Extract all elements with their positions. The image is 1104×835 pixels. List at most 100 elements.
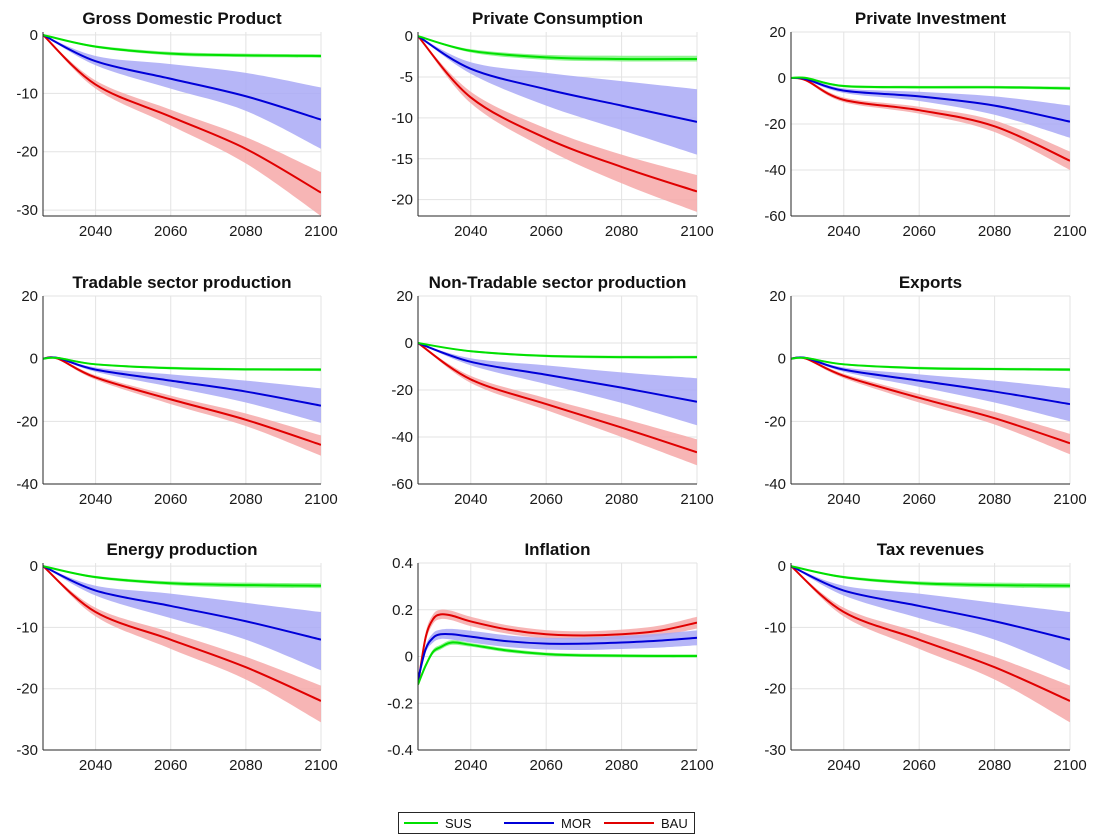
series-line-mor	[791, 565, 1070, 641]
x-tick-label: 2080	[978, 223, 1011, 240]
band-mor	[43, 566, 321, 671]
y-tick-label: -15	[391, 151, 413, 168]
y-tick-label: 0	[30, 27, 38, 44]
panel-exports: 2040 2060 2080 2100 20 0 -20 -40 Exports	[764, 273, 1086, 508]
series-line-sus	[43, 33, 321, 57]
x-tick-label: 2060	[154, 757, 187, 774]
x-tick-label: 2100	[304, 757, 337, 774]
x-tick-label: 2080	[605, 757, 638, 774]
series-line-bau	[418, 35, 697, 193]
y-tick-label: 0	[405, 28, 413, 45]
panel-private-consumption: 2040 2060 2080 2100 0 -5 -10 -15 -20 Private Cons…	[391, 9, 713, 240]
series-line-sus	[43, 356, 321, 371]
series-line-mor	[418, 35, 697, 123]
x-tick-label: 2100	[1053, 491, 1086, 508]
y-tick-label: 0	[778, 351, 786, 368]
y-tick-label: -5	[400, 69, 413, 86]
y-tick-label: -40	[16, 476, 38, 493]
series-line-bau	[791, 76, 1070, 162]
legend-label-sus: SUS	[445, 816, 472, 831]
y-tick-label: -20	[391, 382, 413, 399]
y-tick-label: -40	[391, 429, 413, 446]
y-tick-label: -10	[16, 619, 38, 636]
y-tick-label: 0	[405, 335, 413, 352]
legend: SUS MOR BAU	[398, 812, 695, 834]
panel-title: Non-Tradable sector production	[429, 273, 687, 292]
series-line-sus	[791, 356, 1070, 371]
x-tick-label: 2060	[530, 223, 563, 240]
y-tick-label: -10	[764, 619, 786, 636]
plot-area	[791, 76, 1070, 170]
x-tick-label: 2060	[903, 223, 936, 240]
x-tick-label: 2040	[454, 223, 487, 240]
plot-area	[43, 33, 321, 216]
band-bau	[418, 343, 697, 466]
y-tick-label: -60	[764, 208, 786, 225]
panel-title: Tax revenues	[877, 540, 984, 559]
panel-title: Gross Domestic Product	[82, 9, 282, 28]
x-tick-label: 2100	[680, 757, 713, 774]
series-line-sus	[791, 565, 1070, 587]
plot-area	[418, 35, 697, 212]
x-tick-label: 2040	[454, 757, 487, 774]
band-bau	[791, 77, 1070, 170]
series-line-bau	[43, 34, 321, 194]
x-tick-label: 2080	[229, 491, 262, 508]
y-tick-label: -10	[16, 85, 38, 102]
x-tick-label: 2080	[229, 223, 262, 240]
x-tick-label: 2080	[978, 491, 1011, 508]
y-tick-label: -40	[764, 476, 786, 493]
panel-title: Tradable sector production	[72, 273, 291, 292]
panel-inflation: 2040 2060 2080 2100 0.4 0.2 0 -0.2 -0.4 Inflation	[387, 540, 714, 774]
x-tick-label: 2040	[827, 757, 860, 774]
x-tick-label: 2060	[154, 223, 187, 240]
band-mor	[791, 566, 1070, 671]
series-line-sus	[43, 565, 321, 587]
series-line-mor	[791, 76, 1070, 123]
band-bau	[43, 34, 321, 216]
band-bau	[418, 609, 697, 687]
series-line-bau	[43, 565, 321, 702]
x-tick-label: 2100	[1053, 757, 1086, 774]
series-line-mor	[418, 632, 697, 681]
y-tick-label: -20	[16, 144, 38, 161]
x-tick-label: 2080	[978, 757, 1011, 774]
panel-title: Private Investment	[855, 9, 1007, 28]
x-tick-label: 2060	[154, 491, 187, 508]
plot-area	[418, 609, 697, 687]
y-tick-label: -10	[391, 110, 413, 127]
series-line-mor	[43, 565, 321, 641]
y-tick-label: -20	[764, 116, 786, 133]
y-tick-label: 0	[778, 70, 786, 87]
y-tick-label: 20	[769, 288, 786, 305]
panel-private-investment: 2040 2060 2080 2100 20 0 -20 -40 -60 Private Inve…	[764, 9, 1086, 240]
y-tick-label: -20	[764, 681, 786, 698]
y-tick-label: -30	[764, 742, 786, 759]
series-line-sus	[418, 342, 697, 359]
panel-title: Inflation	[524, 540, 590, 559]
y-tick-label: 0	[405, 649, 413, 666]
x-tick-label: 2040	[79, 223, 112, 240]
y-tick-label: 0	[778, 558, 786, 575]
x-tick-label: 2040	[454, 491, 487, 508]
panel-tradable-sector-production: 2040 2060 2080 2100 20 0 -20 -40 Tradable sector…	[16, 273, 337, 508]
x-tick-label: 2100	[680, 223, 713, 240]
y-tick-label: 20	[769, 24, 786, 41]
x-tick-label: 2040	[79, 757, 112, 774]
x-tick-label: 2100	[304, 223, 337, 240]
x-tick-label: 2040	[827, 491, 860, 508]
series-line-mor	[43, 34, 321, 121]
y-tick-label: 20	[396, 288, 413, 305]
y-tick-label: -0.2	[387, 695, 413, 712]
x-tick-label: 2060	[530, 757, 563, 774]
band-bau	[43, 356, 321, 456]
x-tick-label: 2080	[605, 491, 638, 508]
panel-title: Energy production	[106, 540, 257, 559]
y-tick-label: -20	[16, 681, 38, 698]
panel-tax-revenues: 2040 2060 2080 2100 0 -10 -20 -30 Tax revenues	[764, 540, 1086, 774]
y-tick-label: -20	[764, 413, 786, 430]
plot-area	[791, 356, 1070, 455]
band-mor	[43, 34, 321, 149]
x-tick-label: 2100	[1053, 223, 1086, 240]
x-tick-label: 2100	[304, 491, 337, 508]
